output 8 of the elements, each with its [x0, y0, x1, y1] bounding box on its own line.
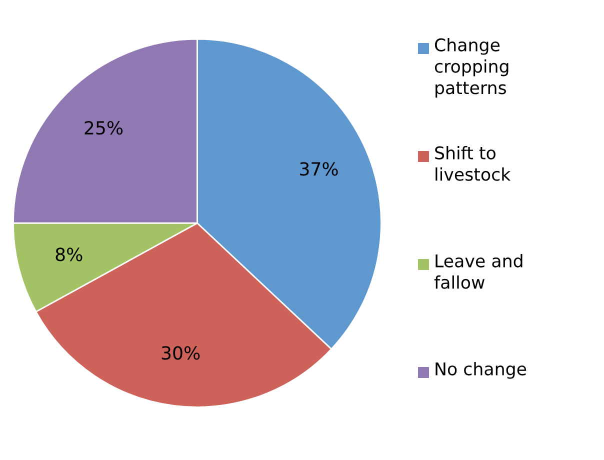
- legend-label: Shift to livestock: [435, 146, 511, 181]
- legend-label: No change: [436, 362, 526, 379]
- data-label: 30%: [162, 346, 200, 360]
- data-label: 8%: [56, 248, 82, 262]
- data-label: 25%: [84, 121, 123, 135]
- legend-label: Leave and fallow: [434, 254, 522, 289]
- data-label: 37%: [300, 162, 338, 176]
- legend-label: Change cropping patterns: [434, 38, 508, 98]
